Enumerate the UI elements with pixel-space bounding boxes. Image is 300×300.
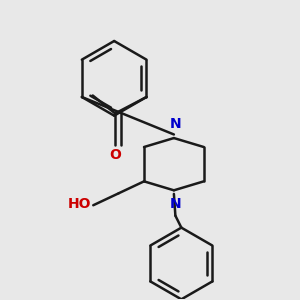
- Text: HO: HO: [68, 197, 91, 211]
- Text: O: O: [109, 148, 121, 162]
- Text: N: N: [169, 197, 181, 211]
- Text: N: N: [169, 118, 181, 131]
